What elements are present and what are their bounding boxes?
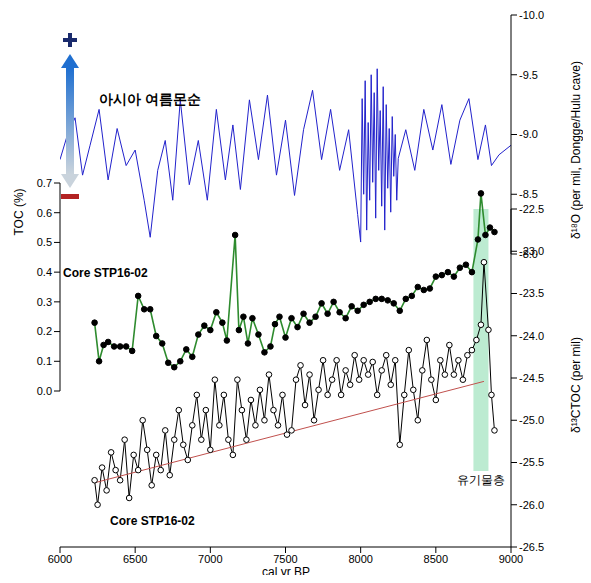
svg-text:0.0: 0.0 — [37, 385, 52, 397]
svg-text:-8.0: -8.0 — [519, 248, 538, 260]
svg-text:-22.5: -22.5 — [519, 203, 544, 215]
svg-text:-10.0: -10.0 — [519, 9, 544, 21]
svg-text:7500: 7500 — [273, 553, 297, 565]
svg-text:0.2: 0.2 — [37, 325, 52, 337]
svg-text:유기물층: 유기물층 — [457, 473, 505, 487]
svg-text:cal yr BP: cal yr BP — [262, 565, 310, 575]
svg-text:δ¹³CTOC (per mil): δ¹³CTOC (per mil) — [569, 337, 583, 433]
svg-text:0.5: 0.5 — [37, 236, 52, 248]
svg-text:TOC (%): TOC (%) — [12, 188, 26, 235]
svg-text:-26.5: -26.5 — [519, 541, 544, 553]
svg-text:9000: 9000 — [499, 553, 523, 565]
svg-text:8500: 8500 — [424, 553, 448, 565]
svg-text:0.1: 0.1 — [37, 355, 52, 367]
svg-text:-25.5: -25.5 — [519, 456, 544, 468]
svg-text:0.7: 0.7 — [37, 177, 52, 189]
svg-text:아시아 여름몬순: 아시아 여름몬순 — [99, 91, 201, 107]
svg-text:-9.5: -9.5 — [519, 69, 538, 81]
svg-text:-26.0: -26.0 — [519, 499, 544, 511]
svg-text:Core STP16-02: Core STP16-02 — [63, 266, 148, 280]
svg-text:δ¹⁸O (per mil, Dongge/Hulu cav: δ¹⁸O (per mil, Dongge/Hulu cave) — [569, 61, 583, 239]
svg-text:0.3: 0.3 — [37, 296, 52, 308]
svg-text:0.4: 0.4 — [37, 266, 52, 278]
svg-text:6000: 6000 — [48, 553, 72, 565]
svg-text:7000: 7000 — [198, 553, 222, 565]
svg-text:Core STP16-02: Core STP16-02 — [110, 514, 195, 528]
svg-text:-24.0: -24.0 — [519, 330, 544, 342]
svg-text:-24.5: -24.5 — [519, 372, 544, 384]
svg-text:-23.5: -23.5 — [519, 287, 544, 299]
svg-text:0.6: 0.6 — [37, 207, 52, 219]
svg-text:6500: 6500 — [123, 553, 147, 565]
svg-text:-8.5: -8.5 — [519, 188, 538, 200]
svg-text:8000: 8000 — [348, 553, 372, 565]
svg-text:-9.0: -9.0 — [519, 128, 538, 140]
svg-text:-25.0: -25.0 — [519, 414, 544, 426]
